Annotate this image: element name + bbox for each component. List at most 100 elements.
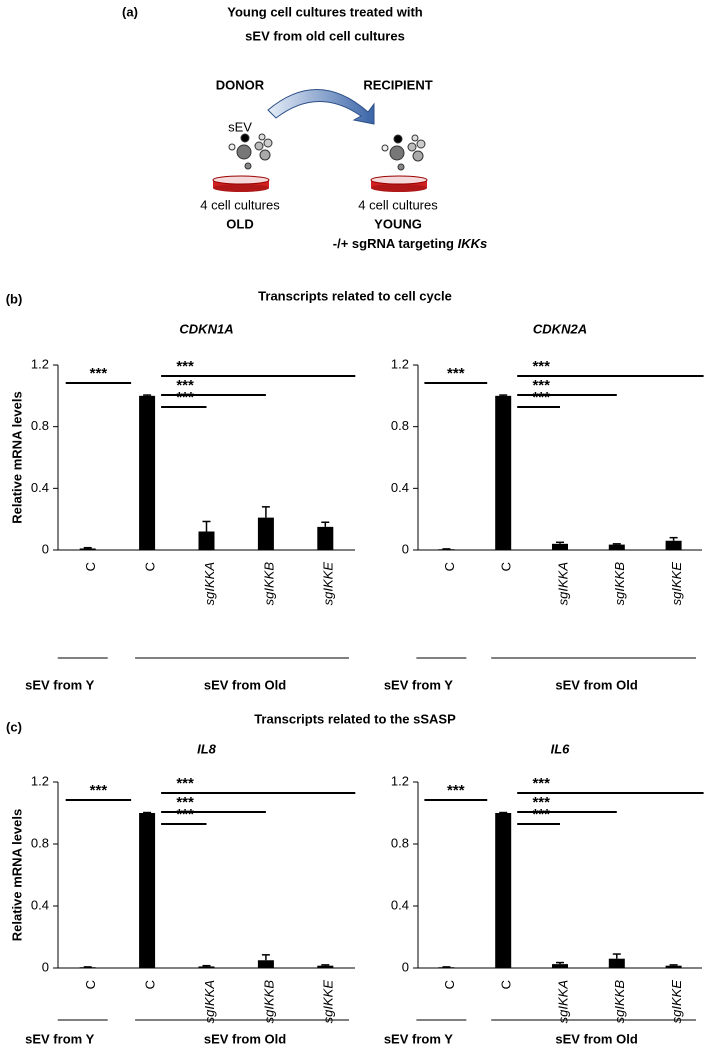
chart-title: IL6 — [551, 741, 571, 756]
x-tick-label: sgIKKA — [555, 562, 570, 605]
y-tick-label: 0 — [42, 959, 49, 974]
x-tick-label: C — [499, 980, 514, 989]
x-tick-label: C — [143, 980, 158, 989]
donor-age: OLD — [226, 216, 253, 231]
recipient-count: 4 cell cultures — [358, 197, 438, 212]
x-tick-label: C — [442, 980, 457, 989]
group-label: sEV from Old — [204, 677, 286, 692]
significance-label: *** — [176, 377, 194, 394]
group-label: sEV from Y — [25, 677, 94, 692]
recipient-vesicles — [381, 134, 426, 171]
x-tick-label: sgIKKB — [261, 562, 276, 606]
significance-label: *** — [176, 794, 194, 811]
group-label: sEV from Old — [555, 1031, 637, 1046]
bar — [665, 965, 682, 968]
note-text: -/+ sgRNA targeting — [333, 236, 454, 251]
significance-label: *** — [532, 794, 550, 811]
significance-label: *** — [176, 358, 194, 375]
y-tick-label: 0.4 — [391, 480, 409, 495]
x-tick-label: C — [83, 562, 98, 571]
x-tick-label: sgIKKE — [669, 562, 684, 606]
bar — [495, 395, 512, 550]
y-tick-label: 1.2 — [391, 773, 409, 788]
x-tick-label: C — [143, 562, 158, 571]
panel-label: (b) — [6, 291, 23, 306]
y-tick-label: 0 — [402, 959, 409, 974]
bar — [665, 540, 682, 550]
group-label: sEV from Old — [204, 1031, 286, 1046]
group-label: sEV from Y — [384, 1031, 453, 1046]
panel-title: Transcripts related to cell cycle — [258, 288, 452, 303]
recipient-label: RECIPIENT — [363, 77, 432, 92]
y-tick-label: 0.4 — [31, 897, 49, 912]
significance-label: *** — [532, 377, 550, 394]
bar — [257, 960, 274, 968]
x-tick-label: sgIKKB — [261, 980, 276, 1024]
x-tick-label: sgIKKE — [669, 980, 684, 1024]
recipient-dish — [370, 175, 428, 192]
significance-label: *** — [532, 806, 550, 823]
y-tick-label: 0.8 — [31, 835, 49, 850]
significance-label: *** — [532, 358, 550, 375]
x-tick-label: sgIKKB — [612, 562, 627, 606]
y-tick-label: 1.2 — [31, 356, 49, 371]
bar — [608, 544, 625, 550]
bar — [139, 813, 156, 968]
bar — [139, 395, 156, 550]
recipient-age: YOUNG — [374, 216, 422, 231]
y-tick-label: 0.8 — [391, 835, 409, 850]
significance-label: *** — [176, 389, 194, 406]
x-tick-label: sgIKKE — [321, 980, 336, 1024]
x-tick-label: C — [499, 562, 514, 571]
bar — [198, 531, 215, 550]
bar — [317, 526, 334, 550]
x-tick-label: sgIKKA — [555, 980, 570, 1023]
donor-label: DONOR — [216, 77, 265, 92]
x-tick-label: C — [442, 562, 457, 571]
donor-dish — [212, 175, 270, 192]
transfer-arrow — [267, 89, 375, 125]
bar — [495, 813, 512, 968]
recipient-note: -/+ sgRNA targeting IKKs — [333, 236, 487, 251]
sev-label: sEV — [228, 119, 252, 134]
y-tick-label: 0.4 — [31, 480, 49, 495]
significance-label: *** — [532, 775, 550, 792]
x-tick-label: sgIKKB — [612, 980, 627, 1024]
y-tick-label: 0.8 — [31, 418, 49, 433]
y-tick-label: 1.2 — [31, 773, 49, 788]
x-tick-label: sgIKKA — [202, 562, 217, 605]
y-tick-label: 0 — [402, 541, 409, 556]
x-tick-label: C — [83, 980, 98, 989]
y-tick-label: 0.8 — [391, 418, 409, 433]
donor-vesicles — [228, 133, 273, 170]
panel-title: Transcripts related to the sSASP — [254, 711, 456, 726]
panel-title: Young cell cultures treated with — [227, 4, 423, 19]
donor-count: 4 cell cultures — [200, 197, 280, 212]
x-tick-label: sgIKKE — [321, 562, 336, 606]
bar — [79, 548, 96, 550]
chart-title: CDKN1A — [179, 321, 233, 336]
group-label: sEV from Old — [555, 677, 637, 692]
bar — [198, 966, 215, 968]
x-tick-label: sgIKKA — [202, 980, 217, 1023]
group-label: sEV from Y — [25, 1031, 94, 1046]
chart-title: CDKN2A — [533, 321, 587, 336]
y-tick-label: 0 — [42, 541, 49, 556]
y-axis-label: Relative mRNA levels — [9, 391, 24, 523]
panel-label: (a) — [122, 4, 138, 19]
significance-label: *** — [176, 775, 194, 792]
bar — [317, 965, 334, 968]
y-axis-label: Relative mRNA levels — [9, 809, 24, 941]
bar — [552, 543, 568, 550]
chart-title: IL8 — [197, 741, 217, 756]
significance-label: *** — [447, 365, 465, 382]
bar — [257, 517, 274, 550]
panel-title: sEV from old cell cultures — [245, 28, 405, 43]
significance-label: *** — [447, 782, 465, 799]
note-gene: IKKs — [458, 236, 488, 251]
panel-label: (c) — [6, 719, 22, 734]
group-label: sEV from Y — [384, 677, 453, 692]
y-tick-label: 0.4 — [391, 897, 409, 912]
